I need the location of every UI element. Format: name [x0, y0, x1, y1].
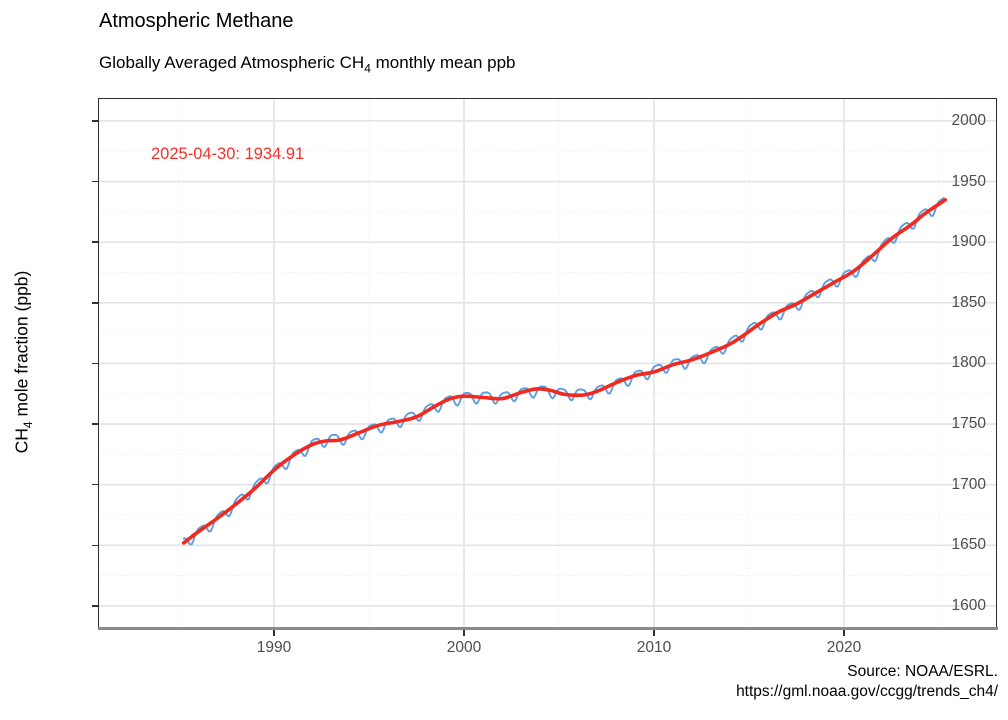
y-tick-mark — [91, 362, 98, 365]
y-tick-label: 1700 — [951, 475, 986, 493]
y-tick-mark — [91, 544, 98, 547]
y-tick-label: 1950 — [951, 172, 986, 190]
x-tick-mark — [653, 630, 655, 636]
x-tick-mark — [843, 630, 845, 636]
y-axis-title-text: CH — [11, 428, 32, 454]
y-tick-label: 1600 — [951, 596, 986, 614]
y-tick-mark — [91, 120, 98, 122]
y-tick-label: 1850 — [951, 293, 986, 311]
chart-subtitle-subscript: 4 — [364, 61, 371, 76]
y-tick-label: 1900 — [951, 233, 986, 251]
x-tick-label: 2010 — [636, 639, 672, 656]
x-tick-label: 1990 — [256, 639, 292, 656]
y-tick-mark — [91, 483, 98, 486]
latest-value-annotation: 2025-04-30: 1934.91 — [151, 145, 305, 163]
caption-source: Source: NOAA/ESRL. — [847, 663, 998, 680]
caption-url: https://gml.noaa.gov/ccgg/trends_ch4/ — [736, 682, 998, 700]
y-tick-label: 2000 — [951, 111, 986, 129]
y-axis-title: CH4 mole fraction (ppb) — [11, 271, 35, 454]
y-tick-mark — [91, 302, 98, 304]
caption: Source: NOAA/ESRL. https://gml.noaa.gov/… — [736, 662, 998, 701]
y-tick-mark — [91, 241, 98, 243]
x-tick-label: 2020 — [826, 639, 862, 656]
chart-subtitle-suffix: monthly mean ppb — [370, 53, 516, 72]
monthly-mean-line — [182, 197, 945, 546]
plot-panel: 2025-04-30: 1934.91 1600 1650 1700 1750 1800… — [91, 98, 998, 656]
x-axis-line — [97, 627, 998, 630]
y-tick-mark — [91, 180, 98, 183]
x-tick-mark — [463, 630, 465, 636]
x-tick-mark — [273, 630, 275, 636]
plot-svg — [99, 99, 996, 628]
y-tick-label: 1800 — [951, 354, 986, 372]
trend-line — [181, 198, 948, 545]
y-axis-title-subscript: 4 — [20, 421, 35, 429]
y-tick-mark — [91, 605, 98, 607]
y-tick-label: 1750 — [951, 415, 986, 433]
chart-title: Atmospheric Methane — [99, 10, 294, 32]
y-tick-mark — [91, 423, 98, 425]
y-tick-label: 1650 — [951, 536, 986, 554]
chart-subtitle-text: Globally Averaged Atmospheric CH — [99, 53, 365, 72]
x-tick-label: 2000 — [446, 639, 482, 656]
y-axis-title-suffix: mole fraction (ppb) — [11, 270, 32, 422]
chart-subtitle: Globally Averaged Atmospheric CH4 monthl… — [99, 53, 516, 75]
